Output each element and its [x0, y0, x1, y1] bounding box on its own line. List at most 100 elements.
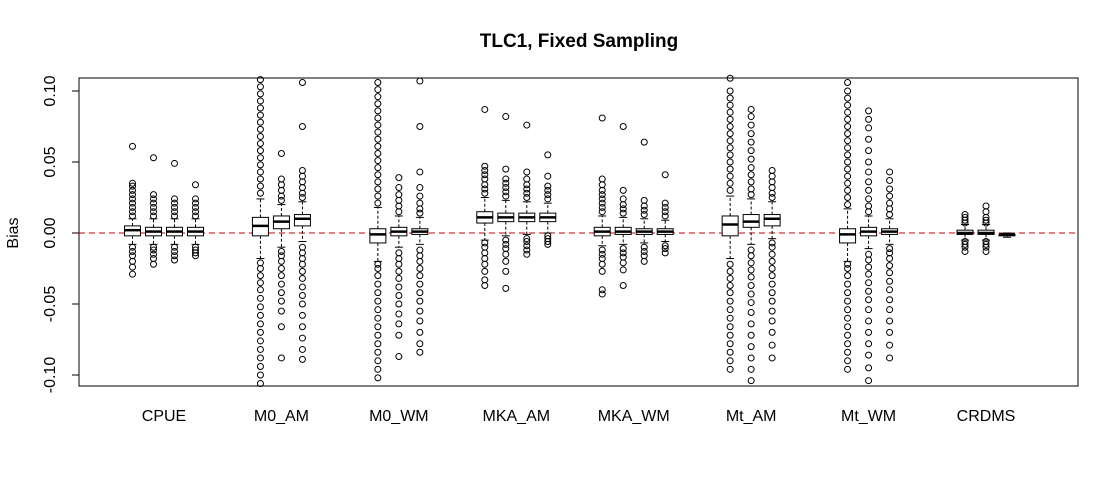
- outlier-point: [171, 199, 178, 207]
- outlier-point: [298, 178, 306, 186]
- outlier-point: [481, 189, 489, 197]
- outlier-point: [502, 184, 510, 192]
- outlier-point: [502, 240, 510, 248]
- y-tick-label: -0.10: [42, 357, 59, 394]
- outlier-point: [374, 323, 382, 331]
- outlier-point: [619, 205, 627, 213]
- outlier-point: [416, 297, 424, 305]
- x-category-label: M0_WM: [369, 408, 429, 425]
- outlier-point: [256, 265, 264, 272]
- outlier-point: [726, 260, 734, 268]
- outlier-point: [256, 303, 264, 311]
- outlier-point: [502, 188, 510, 196]
- outlier-point: [844, 179, 852, 187]
- outlier-point: [256, 259, 264, 267]
- outlier-point: [481, 282, 489, 290]
- outlier-point: [886, 286, 894, 294]
- outlier-point: [277, 175, 285, 183]
- outlier-point: [865, 124, 873, 132]
- outlier-point: [844, 289, 852, 297]
- outlier-point: [416, 280, 424, 288]
- box-iqr: [721, 215, 739, 237]
- box: [839, 78, 857, 373]
- outlier-point: [481, 255, 489, 263]
- outlier-point: [726, 306, 734, 314]
- box: [476, 105, 494, 290]
- outlier-point: [298, 323, 306, 331]
- outlier-point: [523, 121, 531, 129]
- outlier-point: [844, 265, 852, 272]
- outlier-point: [256, 272, 264, 280]
- outlier-point: [416, 205, 424, 213]
- outlier-point: [374, 107, 382, 115]
- outlier-point: [298, 243, 306, 251]
- outlier-point: [277, 247, 285, 255]
- outlier-point: [598, 246, 606, 254]
- outlier-point: [374, 260, 382, 268]
- outlier-point: [416, 257, 424, 265]
- outlier-point: [865, 107, 873, 115]
- box: [518, 121, 536, 258]
- outlier-point: [481, 162, 489, 170]
- outlier-point: [726, 289, 734, 297]
- outlier-point: [374, 199, 382, 207]
- outlier-point: [726, 340, 734, 348]
- outlier-point: [865, 340, 873, 348]
- outlier-point: [374, 272, 382, 280]
- box: [614, 123, 632, 290]
- outlier-point: [523, 175, 531, 183]
- outlier-point: [192, 199, 199, 207]
- outlier-point: [129, 203, 136, 211]
- outlier-point: [886, 296, 894, 304]
- outlier-point: [374, 289, 382, 297]
- outlier-point: [768, 354, 776, 362]
- outlier-point: [747, 320, 755, 328]
- outlier-point: [374, 149, 382, 157]
- outlier-point: [747, 130, 755, 138]
- outlier-point: [523, 181, 531, 189]
- outlier-point: [481, 175, 489, 183]
- outlier-point: [374, 314, 382, 322]
- group-crdms: [956, 202, 1016, 255]
- outlier-point: [844, 158, 852, 166]
- outlier-point: [640, 211, 648, 219]
- outlier-point: [416, 265, 424, 272]
- y-tick-label: 0.00: [42, 217, 59, 248]
- outlier-point: [865, 208, 873, 216]
- outlier-point: [865, 317, 873, 325]
- outlier-point: [481, 243, 489, 251]
- outlier-point: [502, 192, 510, 200]
- outlier-point: [150, 154, 157, 162]
- box: [166, 159, 183, 264]
- box: [390, 174, 408, 361]
- box: [977, 202, 995, 255]
- outlier-point: [865, 377, 873, 385]
- outlier-point: [395, 208, 403, 216]
- outlier-point: [277, 186, 285, 194]
- outlier-point: [374, 128, 382, 136]
- outlier-point: [374, 157, 382, 165]
- outlier-point: [886, 176, 894, 184]
- box-iqr: [369, 228, 387, 244]
- outlier-point: [256, 83, 264, 91]
- box: [956, 211, 974, 255]
- outlier-point: [544, 172, 552, 180]
- outlier-point: [747, 171, 755, 179]
- outlier-point: [150, 208, 157, 216]
- outlier-point: [256, 161, 264, 169]
- outlier-point: [277, 252, 285, 260]
- outlier-point: [865, 147, 873, 155]
- outlier-point: [747, 246, 755, 254]
- outlier-point: [416, 168, 424, 176]
- outlier-point: [277, 265, 285, 272]
- outlier-point: [886, 269, 894, 277]
- outlier-point: [726, 348, 734, 356]
- outlier-point: [747, 290, 755, 298]
- outlier-point: [129, 199, 136, 207]
- outlier-point: [298, 355, 306, 363]
- outlier-point: [844, 144, 852, 152]
- outlier-point: [129, 179, 136, 187]
- outlier-point: [619, 186, 627, 194]
- outlier-point: [865, 364, 873, 372]
